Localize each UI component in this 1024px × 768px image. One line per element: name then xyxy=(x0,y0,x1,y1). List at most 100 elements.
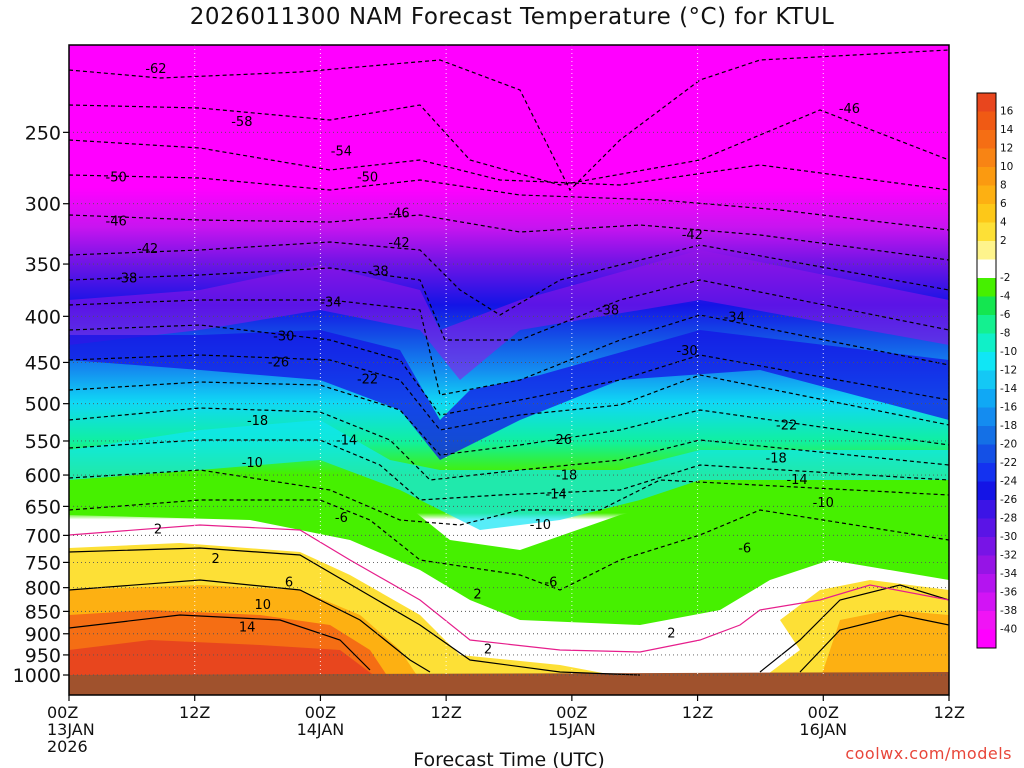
contour-label: -18 xyxy=(766,452,787,467)
colorbar-label: -4 xyxy=(1000,291,1011,303)
y-tick-label: 800 xyxy=(25,578,61,600)
colorbar-label: 10 xyxy=(1000,161,1013,173)
contour-label: -14 xyxy=(336,434,357,449)
y-tick-label: 700 xyxy=(25,525,61,547)
y-tick-label: 550 xyxy=(25,431,61,453)
colorbar-swatch xyxy=(977,148,996,168)
contour-label: -50 xyxy=(106,171,127,186)
colorbar-swatch xyxy=(977,481,996,501)
contour-label: -42 xyxy=(388,236,409,251)
x-tick-label: 2026 xyxy=(47,737,88,756)
colorbar-label: 2 xyxy=(1000,235,1007,247)
colorbar-label: -32 xyxy=(1000,550,1017,562)
colorbar-label: -14 xyxy=(1000,383,1017,395)
isotherm-solid xyxy=(69,547,641,676)
isotherm-solid xyxy=(69,614,371,671)
x-tick-label: 00Z xyxy=(808,703,839,722)
contour-label: -30 xyxy=(273,329,294,344)
x-tick-label: 12Z xyxy=(179,703,210,722)
contour-label: -18 xyxy=(556,468,577,483)
colorbar-label: 8 xyxy=(1000,180,1007,192)
colorbar-label: 6 xyxy=(1000,198,1007,210)
isotherm-dashed xyxy=(69,104,949,186)
contour-label: -10 xyxy=(813,496,834,511)
colorbar-label: -2 xyxy=(1000,272,1010,284)
colorbar-label: -8 xyxy=(1000,328,1010,340)
colorbar-swatch xyxy=(977,204,996,223)
contour-label: -14 xyxy=(546,488,567,503)
colorbar-label: -38 xyxy=(1000,605,1017,617)
isotherm-dashed xyxy=(69,267,949,341)
colorbar-label: 16 xyxy=(1000,106,1014,118)
y-tick-label: 400 xyxy=(25,306,61,328)
plot-area xyxy=(69,45,949,695)
colorbar-swatch xyxy=(977,111,996,131)
x-tick-label: 12Z xyxy=(430,703,461,722)
contour-label: -34 xyxy=(320,295,341,310)
above-freezing-region xyxy=(69,640,380,680)
colorbar-swatch xyxy=(977,611,996,630)
y-tick-label: 950 xyxy=(25,645,61,667)
plot-frame xyxy=(68,44,950,696)
watermark: coolwx.com/models xyxy=(845,744,1012,763)
colorbar-swatch xyxy=(977,537,996,556)
colorbar-swatch xyxy=(977,592,996,612)
y-tick-label: 850 xyxy=(25,601,61,623)
colorbar-label: -26 xyxy=(1000,494,1017,506)
x-tick-label: 12Z xyxy=(934,703,965,722)
contour-label: 2 xyxy=(473,587,481,602)
contour-label: 2 xyxy=(667,626,675,641)
colorbar-swatch xyxy=(977,463,996,482)
contour-lines xyxy=(69,49,949,676)
colorbar-swatch xyxy=(977,185,996,205)
y-tick-label: 1000 xyxy=(13,665,61,687)
contour-label: 2 xyxy=(484,642,492,657)
chart-title: 2026011300 NAM Forecast Temperature (°C)… xyxy=(189,4,835,30)
cold-core-purple xyxy=(69,250,949,380)
isotherm-dashed xyxy=(69,174,949,231)
contour-label: 2 xyxy=(212,552,220,567)
contour-label: -42 xyxy=(137,242,158,257)
contour-label: -6 xyxy=(738,541,751,556)
colorbar-label: -20 xyxy=(1000,439,1017,451)
colorbar-swatch xyxy=(977,296,996,316)
contour-label: -6 xyxy=(335,511,348,526)
contour-label: 2 xyxy=(154,523,162,538)
colorbar-swatch xyxy=(977,370,996,390)
y-tick-label: 500 xyxy=(25,394,61,416)
isotherm-solid xyxy=(799,614,949,673)
colorbar-swatch xyxy=(977,130,996,149)
contour-label: -6 xyxy=(544,576,557,591)
contour-label: -46 xyxy=(106,214,127,229)
contour-label: 10 xyxy=(255,598,272,613)
freezing-line xyxy=(69,524,949,653)
colorbar-swatch xyxy=(977,389,996,408)
contour-label: -54 xyxy=(331,145,352,160)
colorbar-swatch xyxy=(977,278,996,297)
y-tick-label: 350 xyxy=(25,254,61,276)
colorbar-swatch xyxy=(977,315,996,334)
colorbar-swatch xyxy=(977,444,996,464)
isotherm-dashed xyxy=(69,439,949,501)
contour-label: -14 xyxy=(786,473,807,488)
contour-label: -62 xyxy=(145,62,166,77)
contour-label: -34 xyxy=(724,310,745,325)
contour-label: 14 xyxy=(239,620,256,635)
colorbar-label: -24 xyxy=(1000,476,1017,488)
y-tick-label: 900 xyxy=(25,624,61,646)
colorbar-label: -36 xyxy=(1000,587,1017,599)
x-tick-label: 12Z xyxy=(682,703,713,722)
contour-label: -58 xyxy=(231,115,252,130)
contour-label: -46 xyxy=(388,207,409,222)
contour-label: 6 xyxy=(285,576,293,591)
isotherm-solid xyxy=(759,584,949,673)
isotherm-dashed xyxy=(69,139,949,191)
contour-label: -50 xyxy=(357,171,378,186)
colorbar-label: -10 xyxy=(1000,346,1017,358)
colorbar-label: -40 xyxy=(1000,624,1017,636)
x-tick-label: 14JAN xyxy=(297,720,345,739)
x-axis-label: Forecast Time (UTC) xyxy=(413,749,604,768)
colorbar: 16 14 12 10 8 6 4 2 -2 -4 -6 -8 -10 -12 -14 -16 -18 -20 -2… xyxy=(976,92,1017,649)
isotherm-dashed xyxy=(69,499,949,591)
